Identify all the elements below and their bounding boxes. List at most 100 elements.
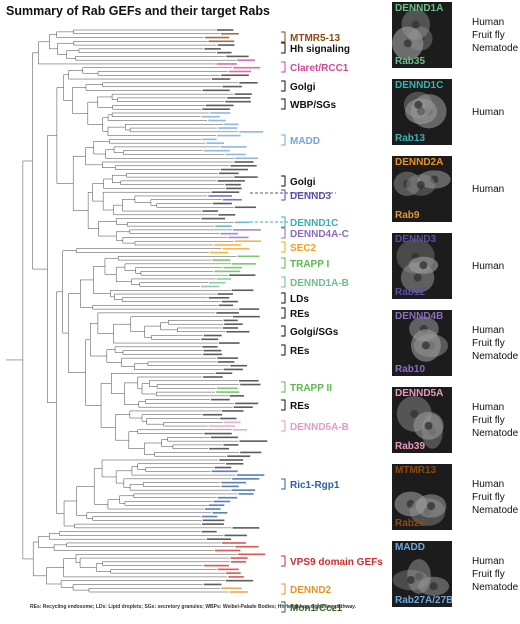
species-name: Nematode (472, 42, 519, 54)
leaf-label-mark (220, 32, 239, 35)
panel-rab-label: Rab9 (395, 210, 420, 221)
leaf-label-mark (221, 74, 249, 77)
leaf-label-mark (217, 180, 245, 182)
cell-image (393, 170, 451, 196)
family-bracket (281, 601, 286, 613)
leaf-label-mark (223, 421, 241, 424)
leaf-label-mark (212, 259, 231, 261)
family-bracket (281, 381, 286, 393)
leaf-label-mark (202, 210, 218, 212)
leaf-label-mark (205, 104, 234, 107)
leaf-label-mark (208, 281, 226, 284)
leaf-label-mark (240, 383, 261, 386)
microscopy-panel: DENND5A Rab39 (392, 387, 452, 453)
leaf-label-mark (224, 534, 247, 537)
panel-gene-label: DENND1A (395, 3, 444, 14)
abbreviation-note: REs: Recycling endosome; LDs: Lipid drop… (30, 604, 356, 610)
family-bracket (281, 227, 286, 239)
leaf-label-mark (221, 481, 247, 484)
family-label: DENND1A-B (290, 278, 349, 289)
microscopy-panel: DENND1C Rab13 (392, 79, 452, 145)
panel-gene-label: MADD (395, 542, 425, 553)
family-bracket (281, 189, 286, 201)
leaf-label-mark (221, 587, 242, 590)
leaf-label-mark (205, 36, 230, 39)
species-name: Human (472, 106, 505, 118)
species-name: Fruit fly (472, 29, 505, 41)
family-bracket (281, 80, 286, 92)
leaf-label-mark (227, 97, 251, 99)
panel-rab-label: Rab10 (395, 364, 426, 375)
leaf-label-mark (229, 395, 245, 397)
leaf-label-mark (204, 432, 232, 435)
cell-image (394, 491, 447, 526)
leaf-label-mark (237, 255, 260, 258)
leaf-label-mark (232, 429, 248, 431)
family-label: Claret/RCC1 (290, 63, 349, 74)
species-name: Nematode (472, 350, 519, 362)
scale-bar (444, 616, 454, 618)
family-label: DENND1C (290, 218, 338, 229)
microscopy-panel: MTMR13 Rab28 (392, 464, 452, 530)
family-bracket (281, 134, 286, 146)
leaf-label-mark (238, 493, 254, 495)
family-bracket (281, 31, 286, 43)
leaf-label-mark (216, 63, 237, 65)
leaf-label-mark (206, 538, 232, 540)
leaf-label-mark (203, 353, 223, 356)
family-label: WBP/SGs (290, 100, 337, 111)
leaf-label-mark (221, 410, 244, 412)
leaf-label-mark (202, 519, 225, 522)
leaf-label-mark (234, 206, 257, 209)
family-bracket (281, 276, 286, 288)
species-name: Nematode (472, 504, 519, 516)
leaf-label-mark (235, 157, 259, 160)
leaf-label-mark (222, 542, 246, 544)
leaf-label-mark (239, 82, 258, 84)
microscopy-panel: DENND2A Rab9 (392, 156, 452, 222)
species-list: Human Fruit fly Nematode (472, 324, 518, 363)
leaf-label-mark (233, 66, 261, 69)
microscopy-panel: DENND1A Rab35 (392, 2, 452, 68)
family-bracket (281, 344, 286, 356)
leaf-label-mark (232, 527, 260, 529)
leaf-label-mark (230, 557, 248, 559)
leaf-label-mark (208, 195, 232, 197)
cell-image (409, 316, 449, 362)
leaf-label-mark (208, 504, 225, 507)
leaf-label-mark (204, 48, 221, 50)
family-bracket (281, 175, 286, 187)
leaf-label-mark (203, 149, 230, 152)
leaf-label-mark (223, 368, 243, 371)
species-list: Human (472, 260, 504, 273)
leaf-label-mark (234, 93, 252, 95)
cell-image (392, 559, 450, 596)
leaf-label-mark (222, 198, 242, 201)
leaf-label-mark (222, 247, 250, 250)
leaf-label-mark (237, 59, 256, 61)
leaf-label-mark (238, 553, 266, 556)
leaf-label-mark (203, 376, 223, 378)
leaf-label-mark (214, 270, 241, 273)
leaf-label-mark (219, 417, 237, 420)
leaf-label-mark (225, 462, 244, 465)
species-list: Human Fruit fly Nematode (472, 16, 518, 55)
panel-gene-label: DENND1C (395, 80, 444, 91)
leaf-label-mark (228, 576, 244, 578)
leaf-label-mark (210, 436, 239, 439)
species-name: Human (472, 478, 505, 490)
leaf-label-mark (211, 398, 230, 401)
leaf-label-mark (216, 278, 232, 280)
family-bracket (281, 241, 286, 253)
leaf-label-mark (235, 221, 250, 224)
panel-gene-label: DENND4B (395, 311, 444, 322)
cell-image (392, 9, 433, 60)
family-label: TRAPP II (290, 383, 332, 394)
leaf-label-mark (202, 346, 218, 348)
leaf-label-mark (225, 579, 254, 582)
leaf-label-mark (214, 549, 241, 552)
leaf-label-mark (217, 293, 234, 295)
panel-rab-label: Rab39 (395, 441, 426, 452)
leaf-label-mark (239, 131, 264, 133)
leaf-label-mark (228, 236, 249, 239)
